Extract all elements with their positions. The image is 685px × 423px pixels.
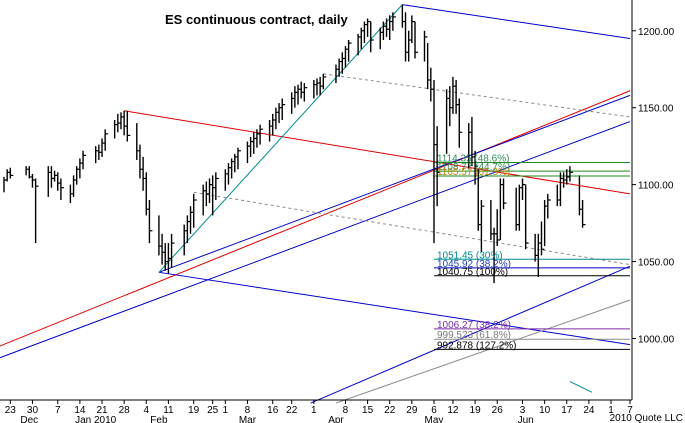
gray-dashed-upper (323, 73, 631, 118)
x-tick-label: 1 (311, 405, 317, 416)
red-trendline-upper (124, 110, 631, 195)
y-tick-label: 1200.00 (638, 27, 675, 38)
level-label: 1006.27 (38.2%) (437, 320, 511, 331)
level-label: 1040.75 (100%) (437, 267, 508, 278)
x-month-label: Mar (239, 415, 257, 423)
x-tick-label: 14 (74, 405, 86, 416)
x-tick-label: 30 (27, 405, 39, 416)
y-tick-label: 1150.00 (638, 104, 674, 115)
x-tick-label: 28 (119, 405, 131, 416)
y-tick-label: 1050.00 (638, 258, 675, 269)
teal-short-segment (569, 381, 593, 393)
x-tick-label: 22 (384, 405, 396, 416)
x-tick-label: 10 (539, 405, 551, 416)
x-tick-label: 21 (96, 405, 108, 416)
blue-trendline-bottom (158, 271, 631, 346)
x-tick-label: 6 (431, 405, 437, 416)
y-tick-label: 1000.00 (638, 334, 675, 345)
x-tick-label: 29 (406, 405, 418, 416)
x-tick-label: 11 (163, 405, 174, 416)
x-tick-label: 3 (520, 405, 526, 416)
blue-trendline-rising (310, 265, 631, 404)
level-label: 999.523 (61.8%) (437, 330, 511, 341)
x-tick-label: 1 (608, 405, 614, 416)
chart-title: ES continuous contract, daily (165, 12, 349, 27)
x-tick-label: 19 (470, 405, 482, 416)
x-tick-label: 17 (561, 405, 573, 416)
x-tick-label: 24 (583, 405, 595, 416)
x-tick-label: 25 (207, 405, 219, 416)
y-tick-label: 1100.00 (638, 181, 674, 192)
x-tick-label: 19 (188, 405, 200, 416)
level-label: 1105.57 (61.8%) (437, 167, 510, 178)
x-tick-label: 26 (492, 405, 504, 416)
x-tick-label: 8 (245, 405, 251, 416)
gray-dashed-lower (193, 191, 631, 266)
x-tick-label: 7 (55, 405, 61, 416)
x-tick-label: 7 (627, 405, 633, 416)
trendlines-layer (0, 4, 631, 404)
x-tick-label: 4 (143, 405, 149, 416)
x-tick-label: 15 (362, 405, 374, 416)
level-label: 1045.92 (38.2%) (437, 259, 511, 270)
x-tick-label: 22 (286, 405, 298, 416)
x-tick-label: 23 (5, 405, 17, 416)
x-tick-label: 8 (343, 405, 349, 416)
gray-trendline (335, 299, 631, 404)
level-label: 1051.45 (30%) (437, 250, 503, 261)
price-bars-layer (3, 4, 586, 284)
level-labels-layer: 1114.35 (48.6%)1108.77 (44.7%)1105.57 (6… (437, 154, 517, 352)
x-month-label: May (425, 415, 444, 423)
level-label: 1114.35 (48.6%) (437, 154, 509, 165)
credit-label: 2010 Quote LLC (610, 413, 683, 423)
blue-trendline-mid (158, 94, 631, 273)
x-month-label: Feb (150, 415, 168, 423)
red-trendline-lower (0, 90, 631, 347)
x-month-label: Jan 2010 (75, 415, 117, 423)
x-tick-label: 12 (447, 405, 459, 416)
level-label: 992.878 (127.2%) (437, 340, 517, 351)
x-tick-label: 1 (223, 405, 229, 416)
level-label: 1108.77 (44.7%) (437, 162, 510, 173)
x-tick-label: 16 (267, 405, 279, 416)
blue-trendline-top (402, 4, 631, 39)
x-month-label: Jun (518, 415, 534, 423)
x-month-label: Dec (20, 415, 38, 423)
x-month-label: Apr (328, 415, 344, 423)
